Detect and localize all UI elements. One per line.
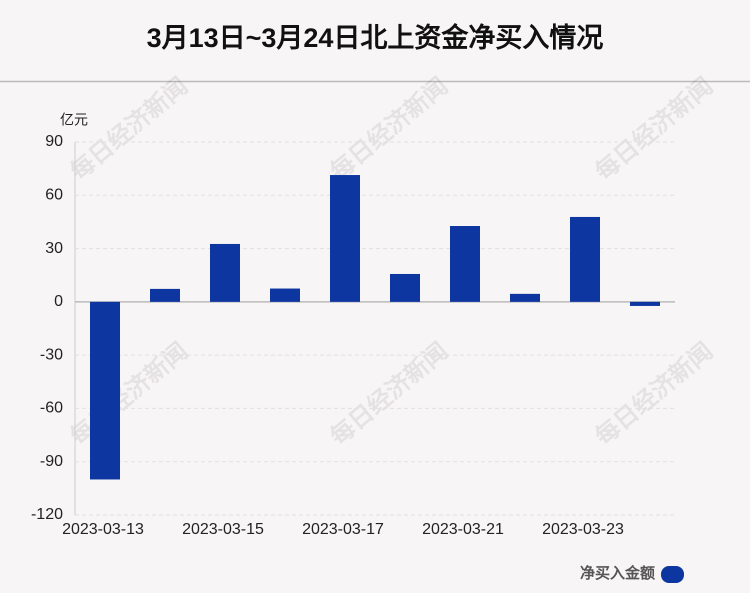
y-tick-label: 0 <box>54 293 63 310</box>
bar <box>510 293 540 302</box>
legend-swatch <box>661 566 684 583</box>
bar <box>450 226 480 302</box>
legend-label: 净买入金额 <box>580 564 655 582</box>
y-tick-label: -60 <box>40 400 63 417</box>
bar <box>270 288 300 302</box>
chart-title: 3月13日~3月24日北上资金净买入情况 <box>147 22 604 53</box>
bar <box>570 216 600 302</box>
y-tick-label: 60 <box>45 187 63 204</box>
y-tick-label: -120 <box>31 506 63 523</box>
x-tick-label: 2023-03-13 <box>62 521 144 538</box>
bar <box>150 288 180 302</box>
y-tick-label: -90 <box>40 453 63 470</box>
bar <box>390 273 420 302</box>
y-tick-label: 30 <box>45 240 63 257</box>
bar <box>90 301 120 480</box>
x-tick-label: 2023-03-15 <box>182 521 264 538</box>
y-unit: 亿元 <box>60 112 88 128</box>
bar <box>630 301 660 306</box>
bar <box>210 243 240 302</box>
y-tick-label: 90 <box>45 133 63 150</box>
x-tick-label: 2023-03-17 <box>302 521 384 538</box>
x-tick-label: 2023-03-21 <box>422 521 504 538</box>
bar <box>330 175 360 302</box>
y-tick-label: -30 <box>40 346 63 363</box>
x-tick-label: 2023-03-23 <box>542 521 624 538</box>
